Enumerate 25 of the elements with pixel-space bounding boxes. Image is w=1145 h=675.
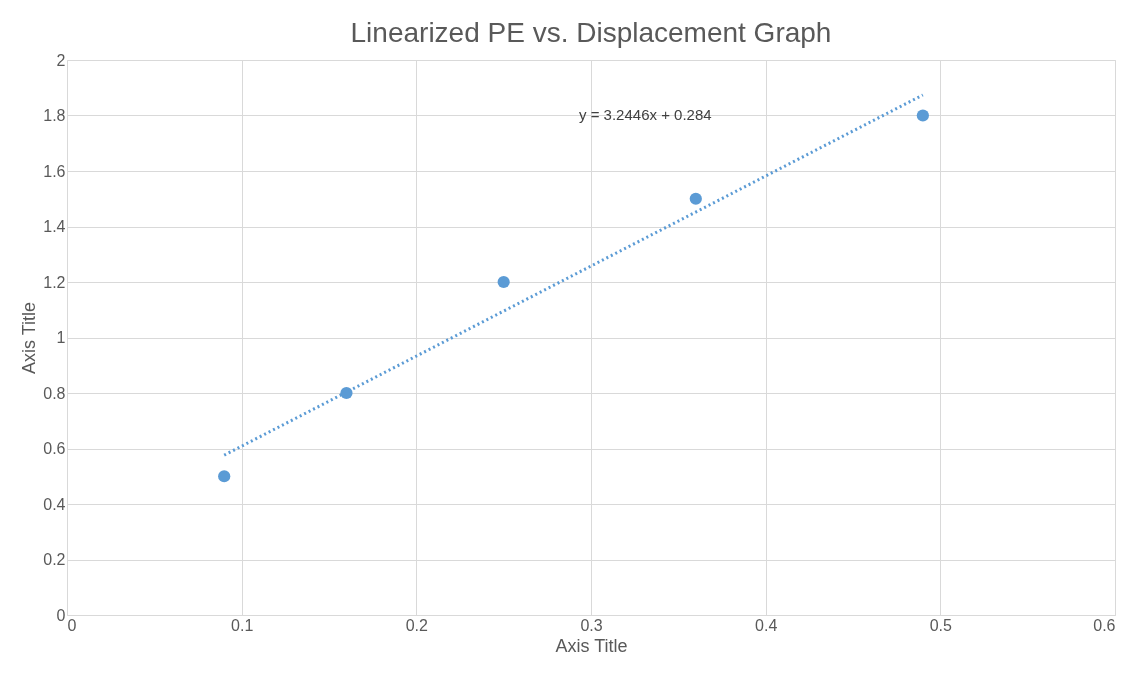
y-tick-label: 1.6 bbox=[43, 162, 66, 180]
y-tick-label: 0.8 bbox=[43, 384, 66, 402]
y-tick-label: 0.4 bbox=[43, 495, 66, 513]
x-tick-label: 0 bbox=[67, 616, 77, 634]
y-axis-title: Axis Title bbox=[19, 301, 40, 375]
chart-title: Linearized PE vs. Displacement Graph bbox=[350, 17, 832, 48]
point bbox=[497, 275, 510, 289]
y-tick-label: 0.2 bbox=[43, 551, 66, 568]
y-tick-label: 1 bbox=[56, 329, 66, 346]
point bbox=[916, 109, 929, 122]
y-tick-label: 2 bbox=[56, 51, 66, 69]
y-tick-label: 1.2 bbox=[43, 273, 66, 291]
x-tick-label: 0.4 bbox=[755, 616, 778, 634]
y-tick-label: 0.6 bbox=[43, 440, 66, 457]
point bbox=[218, 470, 231, 483]
x-axis-title: Axis Title bbox=[555, 635, 628, 656]
x-tick-label: 0.6 bbox=[1093, 616, 1116, 634]
x-tick-label: 0.1 bbox=[231, 616, 254, 634]
y-tick-label: 1.8 bbox=[43, 107, 66, 124]
x-tick-label: 0.2 bbox=[405, 616, 429, 634]
y-tick-label: 1.4 bbox=[43, 218, 66, 235]
annotation: y = 3.2446x + 0.284 bbox=[579, 106, 712, 123]
x-tick-label: 0.5 bbox=[929, 616, 953, 634]
x-tick-label: 0.3 bbox=[580, 616, 603, 634]
point bbox=[689, 192, 702, 205]
